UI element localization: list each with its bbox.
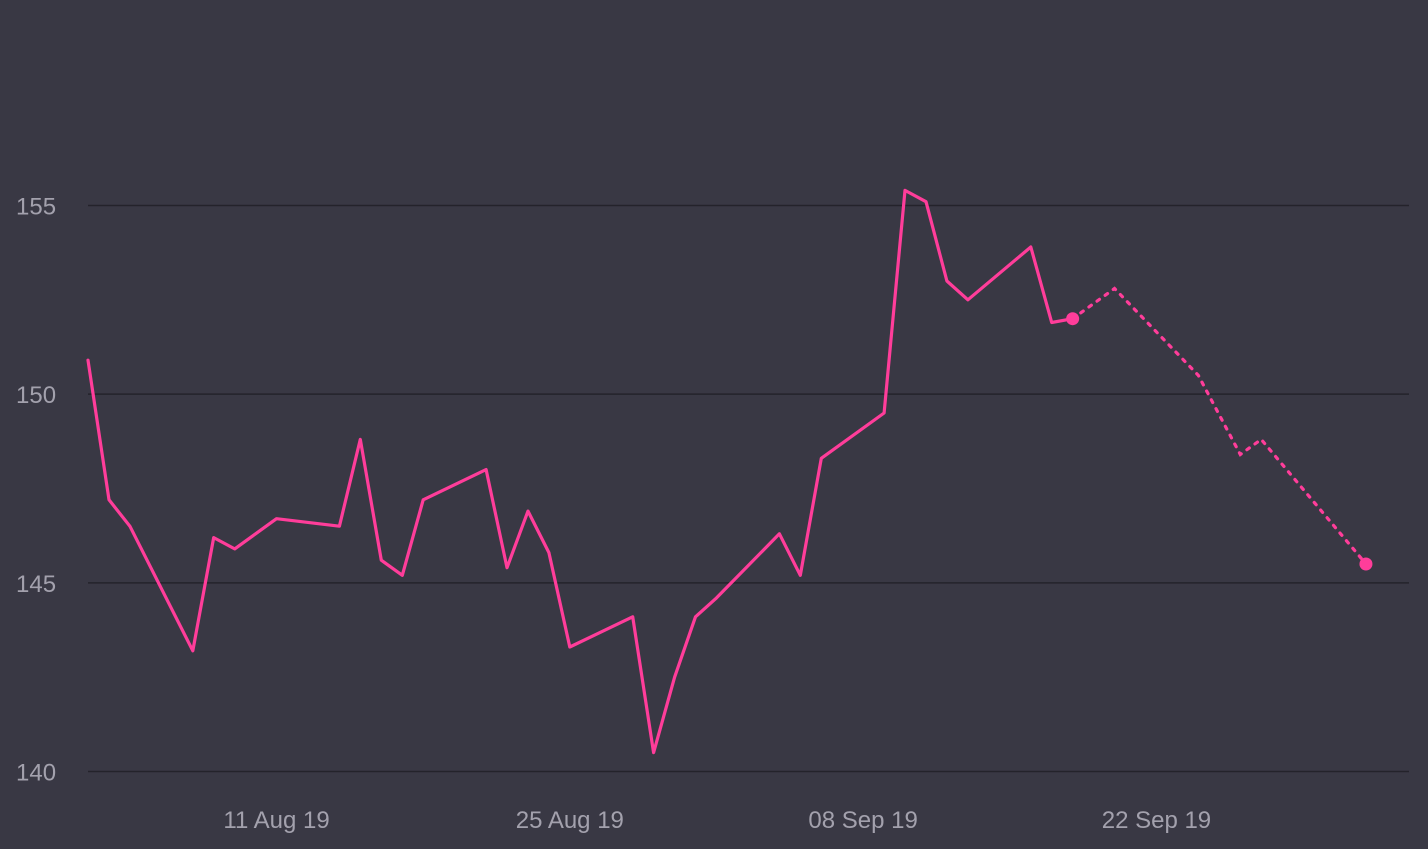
x-tick-label-1: 25 Aug 19 [516,807,624,834]
x-axis-ticks: 11 Aug 19 25 Aug 19 08 Sep 19 22 Sep 19 [223,807,1211,834]
y-tick-label-145: 145 [16,571,56,598]
series-point-marker-1 [1359,557,1373,571]
series-line-actual [86,188,1075,755]
y-tick-label-140: 140 [16,760,56,787]
y-tick-label-150: 150 [16,382,56,409]
marker-layer [1066,312,1373,571]
series-point-marker-0 [1066,312,1080,326]
x-tick-label-3: 22 Sep 19 [1102,807,1211,834]
series-line-forecast [1071,286,1368,566]
series-layer [86,188,1368,755]
grid-layer [88,204,1409,773]
x-tick-label-2: 08 Sep 19 [808,807,917,834]
y-tick-label-155: 155 [16,194,56,221]
x-tick-label-0: 11 Aug 19 [223,807,329,834]
y-axis-ticks: 140 145 150 155 [16,194,56,787]
